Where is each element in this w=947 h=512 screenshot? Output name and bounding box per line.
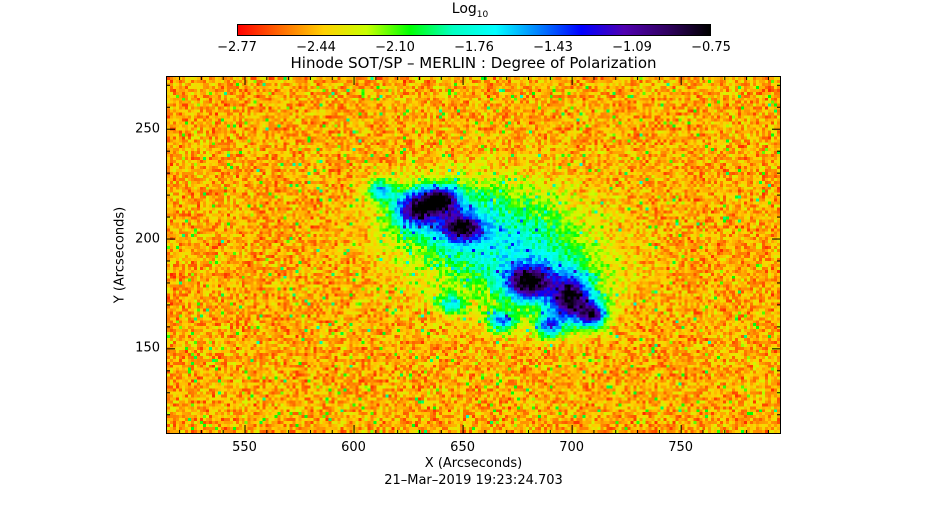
y-tick-label: 200 [135,231,160,247]
x-tick-label: 750 [668,440,694,455]
plot-area [166,76,781,434]
y-axis-label: Y (Arcseconds) [112,206,128,304]
colorbar-tick-label: −2.10 [375,40,415,55]
colorbar [237,24,711,36]
observation-timestamp: 21–Mar–2019 19:23:24.703 [384,473,563,488]
colorbar-tick-label: −2.44 [296,40,336,55]
x-tick-label: 600 [341,440,366,455]
x-tick-label: 700 [559,440,585,455]
colorbar-tick-label: −1.43 [533,40,573,55]
x-tick-label: 550 [232,440,257,455]
y-tick-label: 250 [135,121,160,137]
x-tick-label: 650 [450,440,476,455]
polarization-map [167,77,780,433]
colorbar-label: Log10 [451,1,489,20]
colorbar-tick-label: −1.76 [454,40,494,55]
colorbar-tick-label: −2.77 [217,40,257,55]
chart-title: Hinode SOT/SP – MERLIN : Degree of Polar… [290,54,657,72]
colorbar-tick-label: −1.09 [612,40,652,55]
x-axis-label: X (Arcseconds) [424,456,523,471]
y-tick-label: 150 [135,340,160,356]
colorbar-tick-label: −0.75 [691,40,731,55]
